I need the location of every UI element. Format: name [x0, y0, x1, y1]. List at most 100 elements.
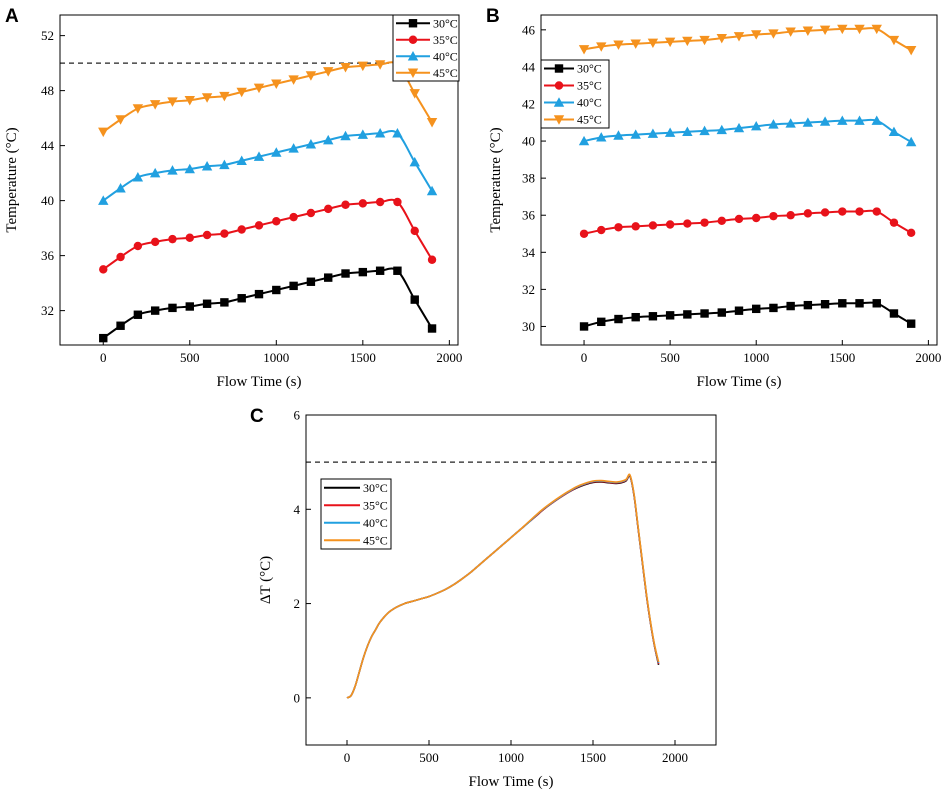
data-point — [699, 125, 710, 136]
legend-marker — [407, 51, 419, 61]
data-point — [272, 285, 281, 295]
data-point — [427, 255, 437, 264]
legend-entry: 40°C — [544, 96, 602, 110]
data-point — [167, 97, 178, 107]
legend-box — [392, 14, 460, 82]
legend-label: 45°C — [363, 533, 388, 547]
series-line — [346, 474, 660, 699]
legend-marker — [408, 35, 418, 44]
legend-box — [320, 478, 392, 550]
plot-frame — [540, 14, 938, 346]
data-point — [132, 172, 144, 182]
data-point — [751, 121, 762, 131]
data-point — [375, 266, 385, 275]
x-tick-label: 2000 — [915, 350, 941, 365]
data-point — [219, 159, 230, 170]
data-point — [613, 40, 624, 50]
data-point — [201, 161, 213, 171]
data-point — [426, 118, 438, 128]
data-point — [597, 225, 606, 235]
data-point — [236, 155, 247, 165]
x-tick-label: 1000 — [263, 350, 289, 365]
series-line — [346, 474, 660, 699]
data-point — [716, 124, 727, 135]
data-point — [579, 229, 589, 238]
series-40c — [578, 115, 917, 147]
data-point — [202, 230, 212, 240]
data-point — [150, 237, 160, 247]
data-point — [132, 104, 144, 114]
x-tick-label: 500 — [660, 350, 680, 365]
x-tick-label: 500 — [419, 750, 439, 765]
data-point — [786, 301, 795, 311]
data-point — [768, 29, 779, 39]
y-tick-label: 36 — [41, 248, 55, 263]
data-point — [201, 93, 213, 103]
legend-entry: 45°C — [396, 66, 458, 80]
legend-label: 40°C — [577, 96, 602, 110]
data-point — [167, 165, 178, 175]
data-point — [717, 216, 726, 225]
data-point — [769, 303, 778, 313]
series-line — [102, 267, 433, 339]
data-point — [665, 220, 675, 229]
x-tick-label: 1500 — [350, 350, 376, 365]
data-point — [614, 223, 623, 232]
data-point — [149, 100, 161, 110]
data-point — [751, 30, 762, 40]
legend-marker — [553, 97, 565, 107]
series-line — [583, 27, 912, 52]
series-30c — [99, 266, 437, 343]
data-point — [116, 252, 125, 262]
y-tick-label: 36 — [522, 208, 536, 223]
data-point — [323, 67, 334, 77]
panel-label: B — [486, 6, 500, 27]
x-tick-label: 2000 — [662, 750, 688, 765]
y-tick-label: 38 — [522, 171, 535, 186]
data-point — [324, 273, 333, 282]
data-point — [820, 208, 830, 217]
series-30c — [346, 474, 660, 699]
data-point — [647, 38, 659, 49]
series-line — [346, 474, 660, 699]
data-point — [168, 303, 177, 313]
data-point — [393, 266, 402, 275]
data-point — [358, 199, 368, 208]
y-tick-label: 4 — [294, 502, 301, 517]
data-point — [237, 225, 246, 234]
y-tick-label: 44 — [41, 138, 55, 153]
data-point — [700, 309, 709, 318]
y-tick-label: 40 — [522, 134, 535, 149]
data-point — [427, 324, 437, 333]
data-point — [786, 211, 795, 220]
data-point — [116, 321, 125, 330]
data-point — [237, 294, 246, 303]
data-point — [374, 128, 386, 138]
y-tick-label: 2 — [294, 596, 301, 611]
data-point — [906, 319, 916, 328]
data-point — [597, 317, 606, 327]
data-point — [288, 143, 299, 153]
x-tick-label: 0 — [581, 350, 588, 365]
data-point — [409, 89, 420, 99]
data-point — [888, 35, 900, 46]
data-point — [253, 151, 265, 161]
data-point — [752, 213, 761, 223]
data-point — [752, 304, 761, 314]
data-point — [254, 221, 264, 230]
y-axis-title: Temperature (°C) — [488, 127, 504, 232]
data-point — [803, 300, 813, 310]
data-point — [631, 312, 640, 322]
data-point — [289, 212, 298, 222]
data-point — [426, 185, 438, 196]
data-point — [733, 122, 745, 133]
data-point — [734, 306, 744, 315]
legend-marker — [408, 19, 418, 28]
series-40c — [346, 474, 660, 699]
x-axis-title: Flow Time (s) — [696, 374, 781, 390]
series-35c — [346, 474, 660, 699]
y-tick-label: 46 — [522, 22, 536, 37]
data-point — [375, 197, 385, 207]
data-point — [254, 289, 264, 299]
